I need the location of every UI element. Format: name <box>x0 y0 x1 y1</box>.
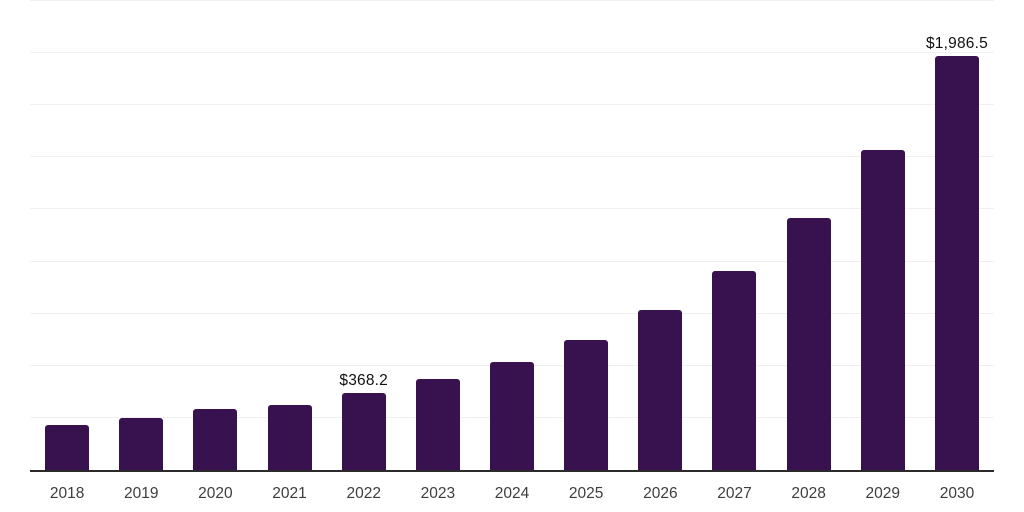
bar-slot-2028 <box>772 1 846 470</box>
bar-slot-2019 <box>104 1 178 470</box>
bar-2025 <box>564 339 609 470</box>
plot-area: $368.2 $1,986.5 <box>30 0 994 472</box>
bar-2026 <box>638 309 683 470</box>
x-tick-label-2029: 2029 <box>865 485 901 502</box>
bar-slot-2024 <box>475 1 549 470</box>
bar-2030: $1,986.5 <box>926 35 988 470</box>
gridline-1500 <box>30 156 994 158</box>
x-tick-label-2022: 2022 <box>346 485 381 502</box>
bar-2028 <box>786 218 831 470</box>
bar-slot-2022: $368.2 <box>327 1 401 470</box>
gridline-2250 <box>30 0 994 1</box>
x-tick-label-2030: 2030 <box>939 485 975 502</box>
bar-value-label-2030: $1,986.5 <box>925 34 988 52</box>
bar-2027 <box>712 270 757 470</box>
x-tick-label-2020: 2020 <box>198 485 233 502</box>
x-tick-label-2024: 2024 <box>494 485 530 502</box>
gridline-1750 <box>30 104 994 106</box>
bar-slot-2023 <box>401 1 475 470</box>
x-tick-label-2028: 2028 <box>791 485 826 502</box>
x-tick-label-2021: 2021 <box>272 485 307 502</box>
gridline-1000 <box>30 260 994 262</box>
bar-slot-2030: $1,986.5 <box>920 1 994 470</box>
x-tick-label-2018: 2018 <box>49 485 85 502</box>
bar-2023 <box>415 379 460 470</box>
x-tick-label-2019: 2019 <box>123 485 159 502</box>
bar-2019 <box>119 418 164 470</box>
bar-slot-2026 <box>623 1 697 470</box>
bar-value-label-2022: $368.2 <box>339 372 389 390</box>
bar-2020 <box>193 409 238 470</box>
x-tick-label-2027: 2027 <box>717 485 752 502</box>
x-tick-label-2025: 2025 <box>568 485 604 502</box>
gridline-750 <box>30 312 994 314</box>
bar-slot-2021 <box>252 1 326 470</box>
gridline-1250 <box>30 208 994 210</box>
bar-slot-2025 <box>549 1 623 470</box>
bar-slot-2020 <box>178 1 252 470</box>
bars-container: $368.2 $1,986.5 <box>30 1 994 470</box>
bar-2018 <box>45 425 90 470</box>
x-tick-label-2026: 2026 <box>643 485 678 502</box>
bar-slot-2018 <box>30 1 104 470</box>
bar-slot-2027 <box>697 1 771 470</box>
bar-2021 <box>267 404 312 470</box>
x-axis: 2018 2019 2020 2021 2022 2023 2024 2025 2026 2027… <box>30 472 994 503</box>
bar-slot-2029 <box>846 1 920 470</box>
gridline-2000 <box>30 52 994 54</box>
bar-2022: $368.2 <box>339 372 388 470</box>
bar-2029 <box>860 149 905 470</box>
bar-2024 <box>490 362 535 470</box>
bar-chart: $368.2 $1,986.5 2018 2019 2020 2021 2022 2023 2… <box>30 0 994 503</box>
x-tick-label-2023: 2023 <box>420 485 456 502</box>
